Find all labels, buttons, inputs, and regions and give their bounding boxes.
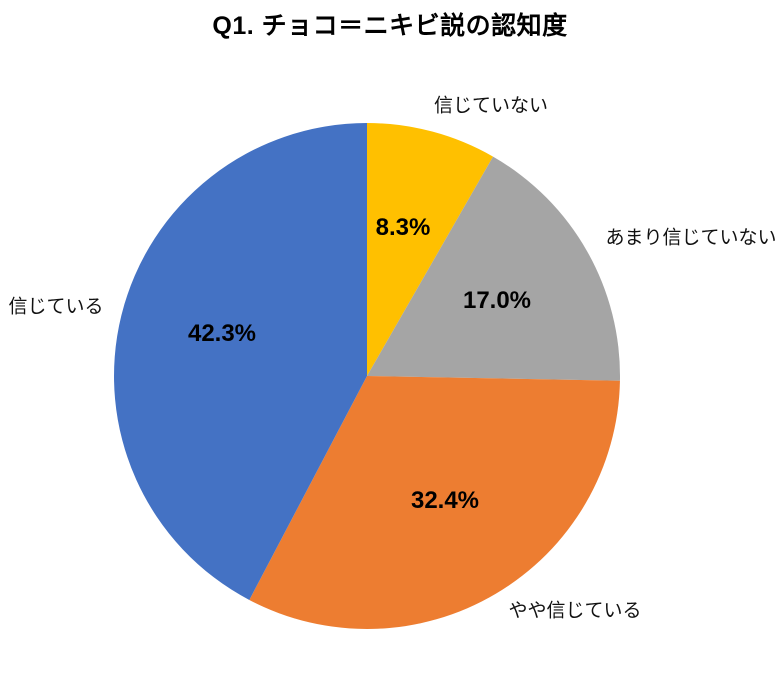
value-label-somewhat-disbelieve: 17.0% (462, 287, 532, 314)
pie-slice-3 (114, 123, 367, 600)
slice-label-disbelieve: 信じていない (433, 95, 549, 117)
slice-label-believe: 信じている (8, 296, 104, 318)
value-label-somewhat-believe: 32.4% (410, 487, 480, 514)
value-label-believe: 42.3% (187, 320, 257, 347)
value-label-disbelieve: 8.3% (375, 214, 431, 241)
slice-label-somewhat-disbelieve: あまり信じていない (605, 227, 777, 249)
pie-slice-1 (367, 156, 621, 381)
pie-slice-2 (249, 376, 620, 629)
slice-label-somewhat-believe: やや信じている (508, 600, 642, 622)
chart-title: Q1. チョコ＝ニキビ説の認知度 (212, 12, 568, 40)
pie-slice-0 (367, 123, 494, 376)
